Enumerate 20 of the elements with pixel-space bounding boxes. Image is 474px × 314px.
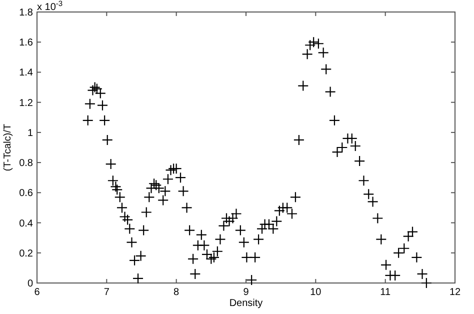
x-tick-label: 11 (380, 287, 391, 298)
x-tick-label: 9 (243, 287, 250, 298)
y-tick-label: 0.6 (19, 188, 34, 200)
y-axis-title: (T-Tcalc)/T (2, 124, 14, 172)
x-tick-label: 12 (449, 287, 461, 298)
y-tick-label: 1.2 (19, 98, 34, 109)
y-tick-label: 0.8 (19, 158, 34, 170)
x-axis-title: Density (229, 298, 263, 309)
y-tick-label: 0 (27, 278, 34, 290)
y-tick-label: 0.4 (19, 218, 34, 230)
y-tick-label: 1 (27, 128, 34, 139)
x-tick-label: 8 (174, 287, 180, 298)
x-tick-label: 7 (104, 287, 110, 298)
y-tick-label: 1.4 (19, 68, 34, 79)
x-tick-label: 6 (34, 287, 40, 298)
x-tick-label: 10 (310, 287, 322, 298)
y-tick-label: 0.2 (19, 248, 34, 260)
annotation: x 10$^{-3}$ (37, 0, 63, 13)
y-tick-label: 1.6 (19, 38, 34, 49)
y-tick-label: 1.8 (19, 8, 34, 18)
